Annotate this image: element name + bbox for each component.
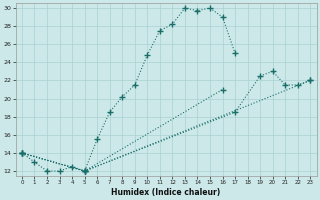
X-axis label: Humidex (Indice chaleur): Humidex (Indice chaleur) xyxy=(111,188,221,197)
